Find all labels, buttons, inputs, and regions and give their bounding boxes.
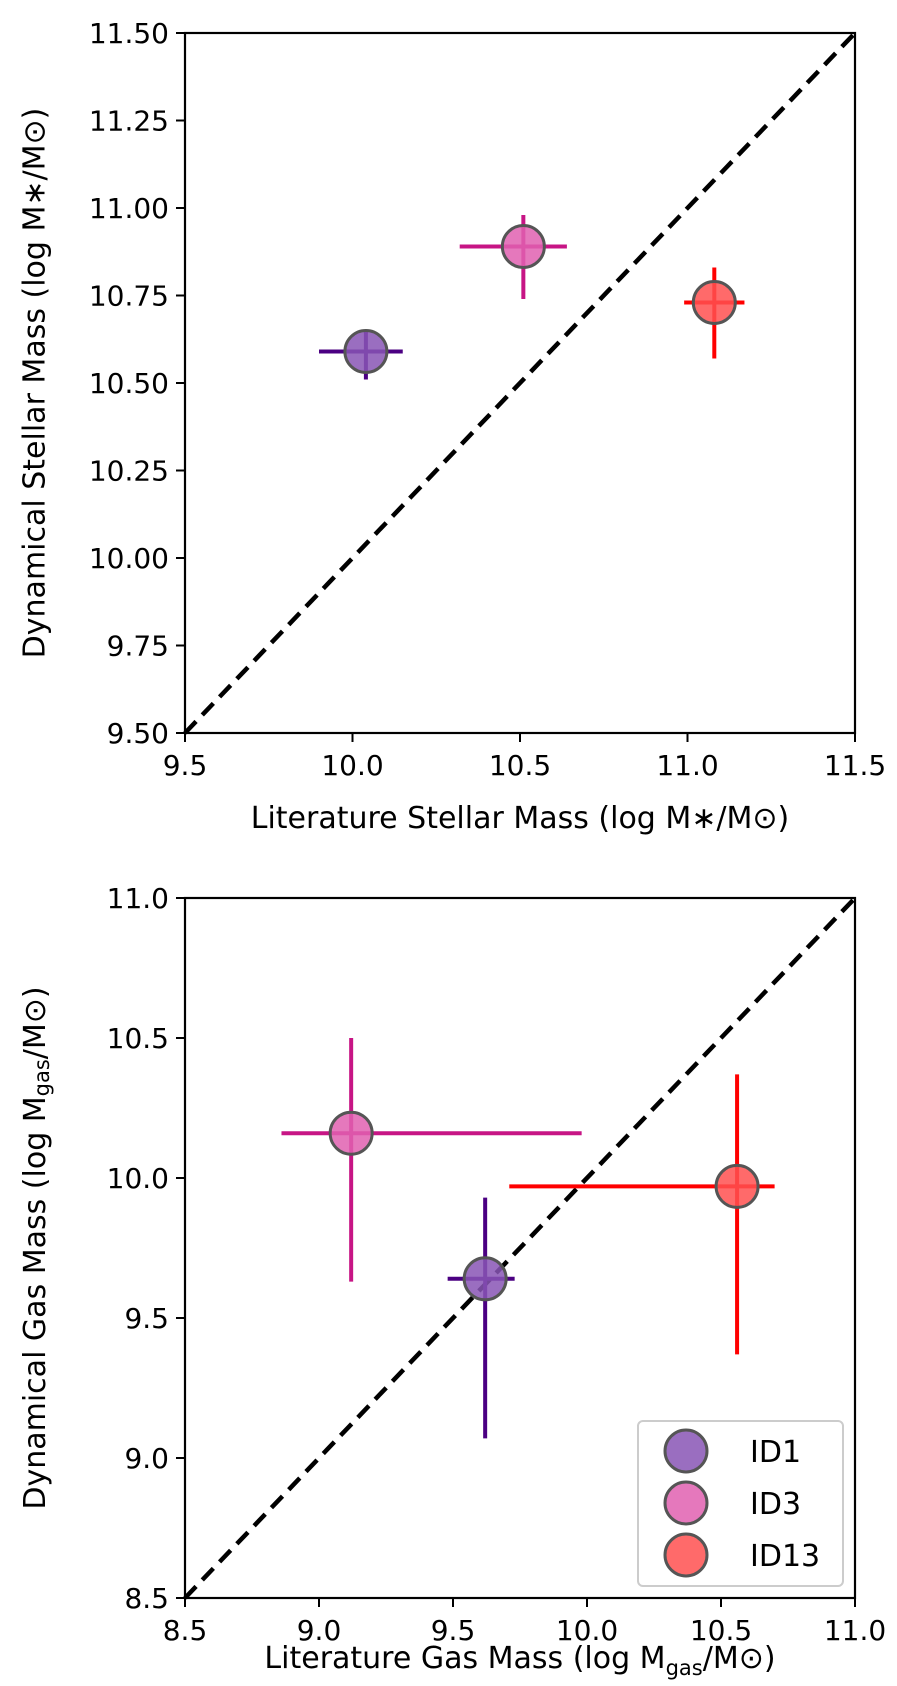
gas-mass-plot-area <box>183 896 857 1600</box>
stellar-mass-y-tick-label: 11.25 <box>89 105 169 138</box>
legend-marker-id3 <box>663 1480 709 1526</box>
gas-mass-y-axis-label-end: /M⊙) <box>18 986 53 1059</box>
stellar-mass-x-tick-label: 10.5 <box>489 749 551 782</box>
gas-mass-axes-frame <box>183 896 857 1600</box>
stellar-mass-y-tick-label: 11.50 <box>89 17 169 50</box>
stellar-mass-y-tick-label: 10.50 <box>89 367 169 400</box>
stellar-mass-y-axis-label: Dynamical Stellar Mass (log M∗/M⊙) <box>18 108 53 659</box>
legend-marker-id13 <box>663 1532 709 1578</box>
stellar-mass-ticks: 9.5 10.0 10.5 11.0 11.5 9.50 9.75 10.00 10.25 10.… <box>89 17 886 782</box>
gas-mass-x-axis-label: Literature Gas Mass (log Mgas/M⊙) <box>264 1641 775 1680</box>
gas-mass-id3-point <box>328 1110 374 1156</box>
gas-mass-x-tick-label: 9.0 <box>297 1614 342 1647</box>
gas-mass-y-axis-label: Dynamical Gas Mass (log Mgas/M⊙) <box>18 986 55 1509</box>
stellar-mass-y-tick-label: 9.75 <box>107 630 169 663</box>
gas-mass-id13-point <box>714 1163 760 1209</box>
gas-mass-x-axis-label-sub: gas <box>666 1656 703 1680</box>
gas-mass-y-tick-label: 9.5 <box>124 1302 169 1335</box>
gas-mass-x-tick-label: 11.0 <box>824 1614 886 1647</box>
stellar-mass-plot-area <box>183 31 857 735</box>
stellar-mass-y-tick-label: 11.00 <box>89 192 169 225</box>
gas-mass-y-axis-label-main: Dynamical Gas Mass (log M <box>18 1096 53 1509</box>
stellar-mass-x-axis-label: Literature Stellar Mass (log M∗/M⊙) <box>251 801 790 836</box>
gas-mass-x-tick-label: 10.0 <box>556 1614 618 1647</box>
legend-label-id3: ID3 <box>750 1487 801 1522</box>
stellar-mass-y-tick-label: 9.50 <box>107 717 169 750</box>
gas-mass-y-tick-label: 10.0 <box>107 1162 169 1195</box>
legend-label-id1: ID1 <box>750 1435 801 1470</box>
stellar-mass-x-tick-label: 10.0 <box>321 749 383 782</box>
legend-marker-id1 <box>663 1428 709 1474</box>
gas-mass-y-axis-label-sub: gas <box>30 1059 54 1096</box>
stellar-mass-y-tick-label: 10.75 <box>89 280 169 313</box>
gas-mass-one-to-one-line <box>183 896 857 1600</box>
stellar-mass-one-to-one-line <box>183 31 857 735</box>
gas-mass-x-tick-label: 9.5 <box>431 1614 476 1647</box>
legend-label-id13: ID13 <box>750 1539 820 1574</box>
stellar-mass-x-tick-label: 11.0 <box>656 749 718 782</box>
gas-mass-x-axis-label-main: Literature Gas Mass (log M <box>264 1641 665 1676</box>
stellar-mass-x-tick-label: 9.5 <box>163 749 208 782</box>
stellar-mass-id13-point <box>691 280 737 325</box>
gas-mass-y-tick-label: 10.5 <box>107 1022 169 1055</box>
gas-mass-y-tick-label: 11.0 <box>107 882 169 915</box>
legend: ID1 ID3 ID13 <box>637 1420 844 1587</box>
stellar-mass-id3-point <box>500 224 546 269</box>
gas-mass-ticks: 8.5 9.0 9.5 10.0 10.5 11.0 8.5 9.0 9.5 10.0 10.5 11… <box>107 882 887 1647</box>
stellar-mass-id1-point <box>343 329 389 374</box>
gas-mass-id1-point <box>462 1256 508 1302</box>
stellar-mass-y-tick-label: 10.00 <box>89 542 169 575</box>
stellar-mass-y-tick-label: 10.25 <box>89 455 169 488</box>
gas-mass-x-axis-label-end: /M⊙) <box>703 1641 776 1676</box>
stellar-mass-x-tick-label: 11.5 <box>824 749 886 782</box>
gas-mass-y-tick-label: 8.5 <box>124 1582 169 1615</box>
stellar-mass-panel: 9.5 10.0 10.5 11.0 11.5 9.50 9.75 10.00 10.25 10.… <box>18 17 887 836</box>
gas-mass-y-tick-label: 9.0 <box>124 1442 169 1475</box>
gas-mass-x-tick-label: 10.5 <box>690 1614 752 1647</box>
gas-mass-panel: 8.5 9.0 9.5 10.0 10.5 11.0 8.5 9.0 9.5 10.0 10.5 11… <box>18 882 887 1680</box>
gas-mass-x-tick-label: 8.5 <box>163 1614 208 1647</box>
